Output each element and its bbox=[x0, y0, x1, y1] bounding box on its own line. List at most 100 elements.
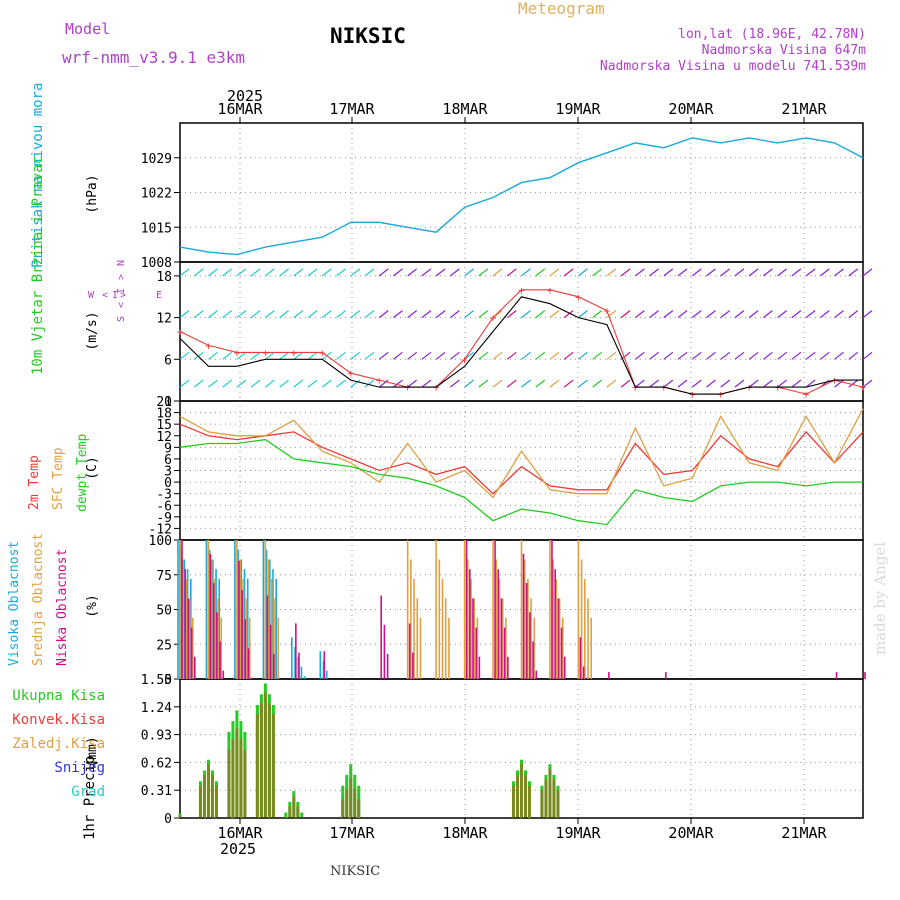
wind-direction-legend-ew: > bbox=[120, 290, 126, 301]
precip-convective-bar bbox=[548, 768, 552, 818]
model-label: Model bbox=[65, 20, 110, 38]
wind-barb bbox=[407, 379, 418, 388]
precip-convective-bar bbox=[296, 806, 300, 818]
wind-barb bbox=[834, 351, 844, 360]
wind-barb bbox=[393, 268, 403, 277]
wind-barb bbox=[193, 379, 204, 388]
wind-barb bbox=[777, 379, 787, 388]
wind-barb bbox=[265, 268, 275, 277]
wind-barb bbox=[720, 379, 731, 388]
bottom-year: 2025 bbox=[220, 840, 256, 858]
wind-barb bbox=[364, 351, 375, 360]
wind-barb bbox=[478, 351, 489, 360]
model-elevation: Nadmorska Visina u modelu 741.539m bbox=[600, 59, 866, 74]
wind-barb bbox=[364, 310, 375, 319]
bottom-date-label: 17MAR bbox=[329, 824, 375, 842]
wind-barb bbox=[535, 268, 546, 277]
wind-barb bbox=[378, 268, 389, 277]
precip-convective-bar bbox=[231, 739, 235, 818]
precip-convective-bar bbox=[353, 788, 357, 818]
temp-unit: (C) bbox=[85, 456, 100, 479]
top-date-label: 16MAR bbox=[217, 100, 263, 118]
wind-barb bbox=[691, 268, 702, 277]
top-date-label: 17MAR bbox=[329, 100, 375, 118]
precip-legend-0: Ukupna Kisa bbox=[12, 688, 105, 704]
wind-barb bbox=[663, 310, 674, 319]
wind-barb bbox=[307, 379, 318, 388]
wind-barb bbox=[805, 310, 816, 319]
wind-barb bbox=[606, 268, 617, 277]
precip-convective-bar bbox=[227, 749, 231, 818]
y-tick-label: 1022 bbox=[141, 187, 172, 202]
wind-barb bbox=[862, 268, 873, 277]
wind-barb bbox=[350, 268, 361, 277]
wind-barb bbox=[407, 351, 418, 360]
wind-barb bbox=[464, 310, 474, 319]
wind-barb bbox=[791, 351, 802, 360]
wind-barb bbox=[592, 268, 603, 277]
precip-convective-bar bbox=[552, 779, 556, 818]
wind-barb bbox=[578, 268, 588, 277]
wind-barb bbox=[378, 351, 389, 360]
wind-barb bbox=[265, 379, 275, 388]
wind-barb bbox=[748, 351, 759, 360]
cloud-legend-1: Srednja Oblacnost bbox=[31, 533, 46, 666]
y-tick-label: 0 bbox=[164, 812, 172, 827]
wind-barb bbox=[748, 310, 759, 319]
footer-station: NIKSIC bbox=[330, 864, 380, 879]
wind-barb bbox=[535, 310, 546, 319]
product-title: Meteogram bbox=[518, 0, 605, 18]
wind-barb bbox=[777, 310, 787, 319]
y-tick-label: 0.31 bbox=[141, 784, 172, 799]
precip-convective-bar bbox=[528, 785, 531, 818]
wind-barb bbox=[250, 268, 261, 277]
bottom-date-label: 21MAR bbox=[781, 824, 827, 842]
y-tick-label: 100 bbox=[149, 534, 172, 549]
wind-barb bbox=[819, 268, 830, 277]
y-tick-label: 1015 bbox=[141, 221, 172, 236]
wind-barb bbox=[549, 310, 560, 319]
wind-gust-marker: + bbox=[860, 381, 867, 394]
wind-barb bbox=[378, 379, 389, 388]
bottom-date-label: 18MAR bbox=[442, 824, 488, 842]
wind-barb bbox=[805, 379, 816, 388]
y-tick-label: -6 bbox=[156, 499, 172, 514]
precip-total-bar bbox=[284, 812, 288, 818]
precip-legend-1: Konvek.Kisa bbox=[12, 712, 105, 728]
wind-barb bbox=[421, 379, 432, 388]
wind-barb bbox=[691, 351, 702, 360]
wind-barb bbox=[307, 268, 318, 277]
wind-barb bbox=[592, 351, 603, 360]
wind-barb bbox=[449, 310, 460, 319]
wind-barb bbox=[563, 268, 574, 277]
wind-barb bbox=[819, 310, 830, 319]
wind-barb bbox=[663, 379, 674, 388]
wind-barb bbox=[464, 379, 474, 388]
wind-barb bbox=[791, 379, 802, 388]
wind-barb bbox=[720, 351, 731, 360]
wind-barb bbox=[279, 310, 289, 319]
wind-barb bbox=[350, 379, 361, 388]
wind-barb bbox=[720, 268, 731, 277]
wind-barb bbox=[222, 351, 233, 360]
wind-barb bbox=[336, 268, 346, 277]
wind-barb bbox=[521, 268, 531, 277]
wind-gust-marker: + bbox=[604, 305, 611, 318]
y-tick-label: 6 bbox=[164, 353, 172, 368]
wind-barb bbox=[691, 310, 702, 319]
wind-gust-marker: + bbox=[262, 346, 269, 359]
wind-barb bbox=[763, 268, 773, 277]
wind-barb bbox=[620, 379, 631, 388]
location-coords: lon,lat (18.96E, 42.78N) bbox=[678, 27, 866, 42]
station-elevation: Nadmorska Visina 647m bbox=[702, 43, 867, 58]
wind-barb bbox=[193, 268, 204, 277]
y-tick-label: 0 bbox=[164, 476, 172, 491]
wind-barb bbox=[720, 310, 731, 319]
wind-barb bbox=[563, 379, 574, 388]
wind-barb bbox=[307, 351, 318, 360]
y-tick-label: 1029 bbox=[141, 152, 172, 167]
wind-barb bbox=[649, 268, 659, 277]
top-year: 2025 bbox=[227, 87, 263, 105]
wind-barb bbox=[563, 310, 574, 319]
wind-barb bbox=[549, 268, 560, 277]
